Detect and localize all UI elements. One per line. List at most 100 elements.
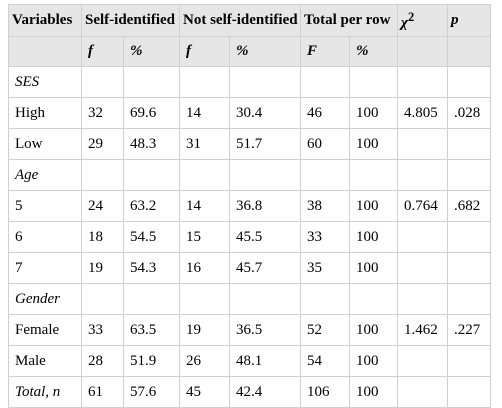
table-cell: 100 <box>349 128 398 160</box>
table-cell: 54 <box>300 345 350 377</box>
empty-cell <box>349 159 398 191</box>
table-row: Female 33 63.5 19 36.5 52 100 1.462.227 <box>8 314 491 346</box>
table-cell: 46 <box>300 97 350 129</box>
table-row: Male 28 51.9 26 48.1 54 100 <box>8 345 491 377</box>
table-cell: 42.4 <box>229 376 301 408</box>
table-cell <box>447 252 491 284</box>
table-cell <box>447 345 491 377</box>
table-row: High 32 69.6 14 30.4 46 100 4.805.028 <box>8 97 491 129</box>
chi-symbol: χ <box>401 14 408 31</box>
empty-cell <box>179 283 230 315</box>
row-label: 7 <box>8 252 82 284</box>
table-cell: 1.462 <box>397 314 448 346</box>
table-cell: 19 <box>81 252 124 284</box>
table-cell: 57.6 <box>123 376 180 408</box>
empty-cell <box>397 159 448 191</box>
row-label: Female <box>8 314 82 346</box>
table-cell: .028 <box>447 97 491 129</box>
table-cell: 36.8 <box>229 190 301 222</box>
empty-cell <box>179 66 230 98</box>
header-variables: Variables <box>8 4 82 37</box>
table-cell: 100 <box>349 345 398 377</box>
table-cell: .227 <box>447 314 491 346</box>
table-cell: 48.1 <box>229 345 301 377</box>
empty-cell <box>397 283 448 315</box>
header-self-identified: Self-identified <box>81 4 180 37</box>
table-cell: 63.5 <box>123 314 180 346</box>
empty-cell <box>349 283 398 315</box>
table-cell: 14 <box>179 97 230 129</box>
table-cell: 63.2 <box>123 190 180 222</box>
table-cell: 48.3 <box>123 128 180 160</box>
header-row: Variables Self-identified Not self-ident… <box>8 4 491 37</box>
table-cell <box>397 128 448 160</box>
table-cell: 19 <box>179 314 230 346</box>
table-row: Low 29 48.3 31 51.7 60 100 <box>8 128 491 160</box>
subheader-cell: F <box>300 36 350 67</box>
table-cell: 28 <box>81 345 124 377</box>
subheader-cell: % <box>349 36 398 67</box>
table-cell: 100 <box>349 314 398 346</box>
subheader-empty <box>447 36 491 67</box>
table-container: Variables Self-identified Not self-ident… <box>8 4 491 408</box>
subheader-empty <box>397 36 448 67</box>
row-label: Male <box>8 345 82 377</box>
total-row: Total, n 61 57.6 45 42.4 106 100 <box>8 376 491 408</box>
table-cell: 100 <box>349 221 398 253</box>
table-cell: 24 <box>81 190 124 222</box>
table-cell <box>397 252 448 284</box>
table-cell: 61 <box>81 376 124 408</box>
table-cell: 16 <box>179 252 230 284</box>
row-label: 6 <box>8 221 82 253</box>
row-label: 5 <box>8 190 82 222</box>
table-cell: 106 <box>300 376 350 408</box>
empty-cell <box>447 66 491 98</box>
table-cell <box>447 376 491 408</box>
group-label: Age <box>8 159 82 191</box>
subheader-cell: f <box>179 36 230 67</box>
header-not-self-identified: Not self-identified <box>179 4 301 37</box>
table-cell: 69.6 <box>123 97 180 129</box>
table-cell: .682 <box>447 190 491 222</box>
table-cell: 29 <box>81 128 124 160</box>
table-row: 7 19 54.3 16 45.7 35 100 <box>8 252 491 284</box>
empty-cell <box>349 66 398 98</box>
table-cell: 51.7 <box>229 128 301 160</box>
table-cell: 35 <box>300 252 350 284</box>
empty-cell <box>300 159 350 191</box>
table-cell: 54.3 <box>123 252 180 284</box>
header-chi-square: χ2 <box>397 4 448 37</box>
table-cell: 33 <box>300 221 350 253</box>
empty-cell <box>229 283 301 315</box>
header-total-per-row: Total per row <box>300 4 398 37</box>
table-cell: 32 <box>81 97 124 129</box>
group-label: Gender <box>8 283 82 315</box>
empty-cell <box>81 283 124 315</box>
table-cell: 4.805 <box>397 97 448 129</box>
table-cell: 18 <box>81 221 124 253</box>
empty-cell <box>447 159 491 191</box>
total-label: Total, n <box>8 376 82 408</box>
empty-cell <box>179 159 230 191</box>
empty-cell <box>229 66 301 98</box>
table-cell: 100 <box>349 97 398 129</box>
table-cell: 26 <box>179 345 230 377</box>
group-label: SES <box>8 66 82 98</box>
table-cell: 36.5 <box>229 314 301 346</box>
subheader-row: f % f % F % <box>8 36 491 67</box>
table-cell: 100 <box>349 190 398 222</box>
empty-cell <box>447 283 491 315</box>
subheader-cell: % <box>229 36 301 67</box>
empty-cell <box>300 66 350 98</box>
table-body: SES High 32 69.6 14 30.4 46 100 4.805.028 Low 29 48… <box>8 66 491 408</box>
empty-cell <box>123 283 180 315</box>
table-cell: 45.7 <box>229 252 301 284</box>
empty-cell <box>229 159 301 191</box>
table-cell: 38 <box>300 190 350 222</box>
empty-cell <box>397 66 448 98</box>
subheader-empty <box>8 36 82 67</box>
table-cell: 100 <box>349 252 398 284</box>
subheader-cell: f <box>81 36 124 67</box>
frequency-table: Variables Self-identified Not self-ident… <box>8 4 491 408</box>
group-header-row: SES <box>8 66 491 98</box>
